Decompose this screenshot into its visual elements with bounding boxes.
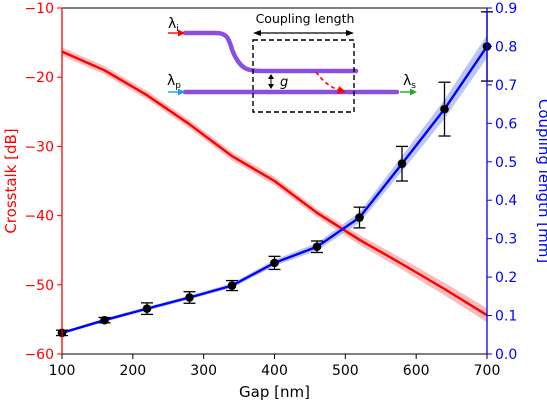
pump-input-arrowhead — [178, 88, 185, 96]
right-tick-label: 0.4 — [495, 193, 517, 209]
coupler-schematic: Coupling length g λi λp λs — [167, 11, 417, 113]
data-point — [312, 242, 322, 252]
data-point — [270, 258, 279, 268]
series-lines — [61, 45, 488, 335]
error-bars — [56, 11, 493, 337]
left-tick-label: −40 — [24, 209, 54, 225]
left-tick-label: −60 — [24, 347, 54, 363]
crosstalk-band — [62, 47, 487, 323]
right-tick-label: 0.9 — [495, 1, 517, 17]
x-tick-label: 300 — [190, 363, 217, 379]
x-tick-label: 700 — [474, 363, 501, 379]
x-tick-label: 100 — [49, 363, 76, 379]
right-axis-label: Coupling length [mm] — [535, 99, 547, 263]
transfer-arrowhead — [337, 86, 346, 94]
data-point — [355, 213, 364, 222]
right-axis-ticks: 0.0 0.1 0.2 0.3 0.4 0.5 0.6 0.7 0.8 0.9 — [487, 1, 517, 363]
x-axis-label: Gap [nm] — [239, 383, 310, 401]
right-tick-label: 0.1 — [495, 309, 517, 325]
left-axis-ticks: −60 −50 −40 −30 −20 −10 — [24, 1, 62, 363]
data-point — [142, 304, 152, 313]
right-tick-label: 0.0 — [495, 347, 517, 363]
gap-arrowhead-top — [268, 74, 274, 79]
data-markers — [57, 42, 492, 338]
x-tick-label: 600 — [403, 363, 430, 379]
signal-output-arrowhead — [410, 88, 417, 96]
right-tick-label: 0.7 — [495, 78, 517, 94]
coupling-length-line — [61, 45, 488, 335]
right-tick-label: 0.8 — [495, 39, 517, 55]
right-tick-label: 0.5 — [495, 155, 517, 171]
arrowhead-right — [346, 30, 354, 36]
gap-label: g — [280, 75, 288, 90]
arrowhead-left — [253, 30, 261, 36]
x-axis-ticks: 100 200 300 400 500 600 700 — [49, 354, 501, 379]
x-tick-label: 200 — [119, 363, 146, 379]
x-tick-label: 400 — [261, 363, 288, 379]
data-point — [185, 293, 194, 302]
coupling-length-label: Coupling length — [256, 11, 355, 26]
right-tick-label: 0.3 — [495, 232, 517, 248]
right-tick-label: 0.2 — [495, 270, 517, 286]
right-tick-label: 0.6 — [495, 116, 517, 132]
coupling-region-box — [252, 39, 355, 113]
data-point — [227, 281, 237, 290]
pump-wavelength-label: λp — [167, 73, 181, 91]
confidence-bands — [62, 34, 487, 335]
left-axis-label: Crosstalk [dB] — [2, 128, 20, 233]
data-point — [397, 159, 407, 168]
left-tick-label: −20 — [24, 70, 54, 86]
coupling-transfer-arrow — [315, 71, 341, 91]
left-tick-label: −10 — [24, 1, 54, 17]
idler-waveguide — [182, 30, 359, 74]
idler-wavelength-label: λi — [168, 16, 179, 34]
crosstalk-line — [61, 50, 488, 317]
gap-arrowhead-bottom — [268, 84, 274, 89]
data-point — [100, 315, 109, 325]
signal-wavelength-label: λs — [403, 73, 416, 91]
data-point — [440, 104, 449, 114]
x-tick-label: 500 — [332, 363, 359, 379]
idler-input-arrowhead — [178, 29, 185, 37]
left-tick-label: −30 — [24, 139, 54, 155]
left-tick-label: −50 — [24, 278, 54, 294]
